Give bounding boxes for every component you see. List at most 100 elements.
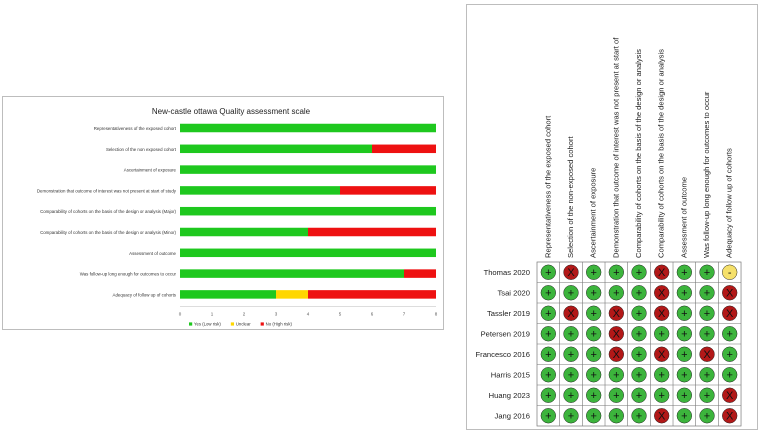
judgement-cell: X [654, 346, 670, 362]
judgement-cell: + [699, 326, 715, 342]
x-tick-label: 7 [403, 311, 406, 316]
judgement-cell: + [586, 387, 602, 403]
low-risk-circle [699, 326, 715, 342]
low-risk-circle [676, 264, 693, 280]
low-risk-circle [540, 387, 556, 403]
judgement-cell: X [654, 264, 670, 280]
high-risk-circle [654, 408, 670, 424]
column-header: Selection of the non-exposed cohort [566, 136, 575, 258]
judgement-symbol: + [726, 370, 732, 382]
judgement-cell: + [699, 408, 715, 424]
study-label: Harris 2015 [491, 371, 530, 380]
low-risk-circle [699, 264, 715, 280]
low-risk-circle [699, 285, 715, 301]
category-label: Was follow-up long enough for outcomes t… [80, 272, 177, 277]
judgement-symbol: + [590, 288, 596, 300]
judgement-cell: + [676, 387, 693, 403]
judgement-cell: + [608, 367, 624, 383]
column-header: Ascertainment of exposure [589, 168, 598, 258]
judgement-symbol: X [658, 308, 666, 320]
judgement-cell: + [540, 264, 556, 280]
low-risk-circle [586, 264, 602, 280]
judgement-cell: + [586, 408, 602, 424]
judgement-symbol: + [658, 390, 664, 402]
low-risk-circle [608, 387, 624, 403]
study-label: Huang 2023 [489, 391, 530, 400]
low-risk-circle [586, 346, 602, 362]
category-label: Demonstration that outcome of interest w… [37, 188, 177, 193]
judgement-symbol: X [567, 267, 575, 279]
low-risk-circle [586, 387, 602, 403]
chart-title: New-castle ottawa Quality assessment sca… [152, 107, 311, 116]
study-label: Thomas 2020 [484, 268, 530, 277]
judgement-cell: + [540, 305, 556, 321]
judgement-cell: + [699, 264, 715, 280]
low-risk-circle [563, 285, 579, 301]
judgement-cell: X [722, 305, 738, 321]
study-label: Tassler 2019 [487, 309, 530, 318]
bar-segment-red [340, 186, 436, 195]
low-risk-circle [722, 367, 738, 383]
low-risk-circle [563, 387, 579, 403]
x-tick-label: 8 [435, 311, 438, 316]
judgement-cell: + [722, 346, 738, 362]
column-header: Comparability of cohorts on the basis of… [634, 49, 643, 258]
judgement-cell: + [631, 264, 647, 280]
judgement-symbol: X [613, 308, 621, 320]
x-tick-label: 4 [307, 311, 310, 316]
low-risk-circle [676, 326, 693, 342]
judgement-symbol: + [681, 288, 687, 300]
legend-swatch-red [260, 322, 264, 326]
judgement-symbol: + [545, 288, 551, 300]
low-risk-circle [540, 285, 556, 301]
low-risk-circle [676, 387, 693, 403]
judgement-cell: + [676, 408, 693, 424]
judgement-symbol: X [658, 349, 666, 361]
judgement-symbol: + [590, 329, 596, 341]
judgement-symbol: + [545, 267, 551, 279]
low-risk-circle [586, 326, 602, 342]
low-risk-circle [563, 367, 579, 383]
judgement-symbol: + [636, 308, 642, 320]
judgement-symbol: + [681, 370, 687, 382]
low-risk-circle [540, 264, 556, 280]
high-risk-circle [654, 264, 670, 280]
column-header: Demonstration that outcome of interest w… [611, 37, 620, 258]
judgement-symbol: X [567, 308, 575, 320]
judgement-symbol: + [681, 411, 687, 423]
judgement-cell: + [540, 367, 556, 383]
bar-segment-green [180, 186, 340, 195]
bar-segment-red [308, 227, 436, 237]
low-risk-circle [699, 305, 715, 321]
low-risk-circle [631, 346, 647, 362]
judgement-cell: X [608, 346, 624, 362]
high-risk-circle [654, 346, 670, 362]
low-risk-circle [722, 346, 738, 362]
judgement-symbol: X [726, 390, 734, 402]
category-label: Selection of the non exposed cohort [106, 147, 177, 152]
legend-label: No (High risk) [266, 321, 293, 326]
low-risk-circle [631, 285, 647, 301]
low-risk-circle [699, 367, 715, 383]
x-tick-label: 1 [211, 311, 214, 316]
judgement-cell: + [540, 346, 556, 362]
bar-segment-green [180, 290, 276, 299]
judgement-symbol: + [636, 411, 642, 423]
judgement-cell: + [676, 305, 693, 321]
high-risk-circle [654, 285, 670, 301]
low-risk-circle [699, 408, 715, 424]
low-risk-circle [608, 367, 624, 383]
judgement-cell: + [608, 408, 624, 424]
judgement-cell: X [654, 408, 670, 424]
judgement-symbol: + [681, 308, 687, 320]
x-tick-label: 3 [275, 311, 278, 316]
low-risk-circle [676, 285, 693, 301]
x-tick-label: 0 [179, 311, 182, 316]
judgement-symbol: + [636, 349, 642, 361]
judgement-cell: + [540, 326, 556, 342]
judgement-symbol: + [704, 329, 710, 341]
judgement-symbol: + [568, 370, 574, 382]
low-risk-circle [631, 408, 647, 424]
judgement-symbol: + [590, 349, 596, 361]
risk-of-bias-grid-svg: Representativeness of the exposed cohort… [476, 37, 742, 427]
